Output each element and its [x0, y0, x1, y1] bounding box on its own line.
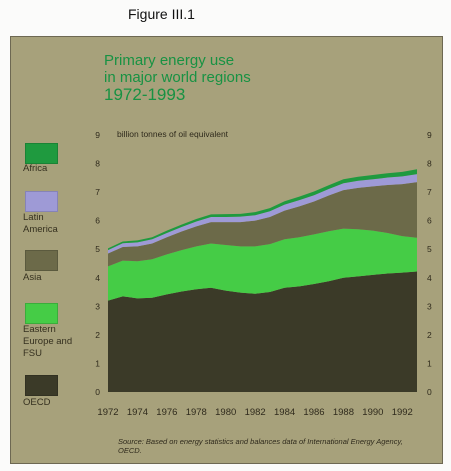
x-tick-1972: 1972 [97, 407, 118, 418]
y-tick-left-7: 7 [95, 187, 100, 197]
y-tick-left-5: 5 [95, 244, 100, 254]
y-tick-right-0: 0 [427, 387, 432, 397]
y-tick-right-1: 1 [427, 358, 432, 368]
legend-swatch-asia [25, 250, 58, 271]
source-note: Source: Based on energy statistics and b… [118, 437, 403, 455]
y-tick-right-8: 8 [427, 159, 432, 169]
y-tick-left-9: 9 [95, 130, 100, 140]
x-tick-1988: 1988 [333, 407, 354, 418]
x-tick-1986: 1986 [303, 407, 324, 418]
y-tick-right-9: 9 [427, 130, 432, 140]
y-tick-left-8: 8 [95, 159, 100, 169]
area-oecd [108, 271, 417, 392]
area-asia [108, 182, 417, 267]
legend-label-eastern-europe: Eastern Europe and FSU [23, 324, 73, 359]
x-tick-1980: 1980 [215, 407, 236, 418]
y-tick-left-2: 2 [95, 330, 100, 340]
y-axis-label: billion tonnes of oil equivalent [117, 129, 229, 139]
x-tick-1984: 1984 [274, 407, 295, 418]
y-tick-left-6: 6 [95, 216, 100, 226]
x-tick-1982: 1982 [245, 407, 266, 418]
y-tick-right-7: 7 [427, 187, 432, 197]
legend-swatch-oecd [25, 375, 58, 396]
legend-label-oecd: OECD [23, 397, 51, 408]
x-tick-1978: 1978 [186, 407, 207, 418]
legend-label-africa: Africa [23, 163, 48, 174]
x-tick-1976: 1976 [156, 407, 177, 418]
area-latin-america [108, 174, 417, 254]
legend-swatch-africa [25, 143, 58, 164]
y-tick-right-2: 2 [427, 330, 432, 340]
legend-swatch-eastern-europe [25, 303, 58, 324]
title-line-3: 1972-1993 [104, 85, 186, 104]
y-tick-right-6: 6 [427, 216, 432, 226]
area-africa [108, 169, 417, 251]
x-tick-1992: 1992 [392, 407, 413, 418]
y-tick-right-4: 4 [427, 273, 432, 283]
figure-label: Figure III.1 [128, 6, 195, 22]
y-tick-left-0: 0 [95, 387, 100, 397]
area-eastern-europe-and-fsu [108, 228, 417, 301]
legend-label-latin-america: Latin America [23, 212, 58, 235]
legend-swatch-latin-america [25, 191, 58, 212]
title-line-2: in major world regions [104, 69, 251, 86]
y-tick-right-3: 3 [427, 301, 432, 311]
y-tick-left-1: 1 [95, 358, 100, 368]
y-tick-left-4: 4 [95, 273, 100, 283]
x-tick-1974: 1974 [127, 407, 148, 418]
title-line-1: Primary energy use [104, 52, 235, 69]
legend-label-asia: Asia [23, 272, 42, 283]
y-tick-left-3: 3 [95, 301, 100, 311]
x-tick-1990: 1990 [362, 407, 383, 418]
chart-title: Primary energy use in major world region… [104, 52, 404, 103]
y-tick-right-5: 5 [427, 244, 432, 254]
